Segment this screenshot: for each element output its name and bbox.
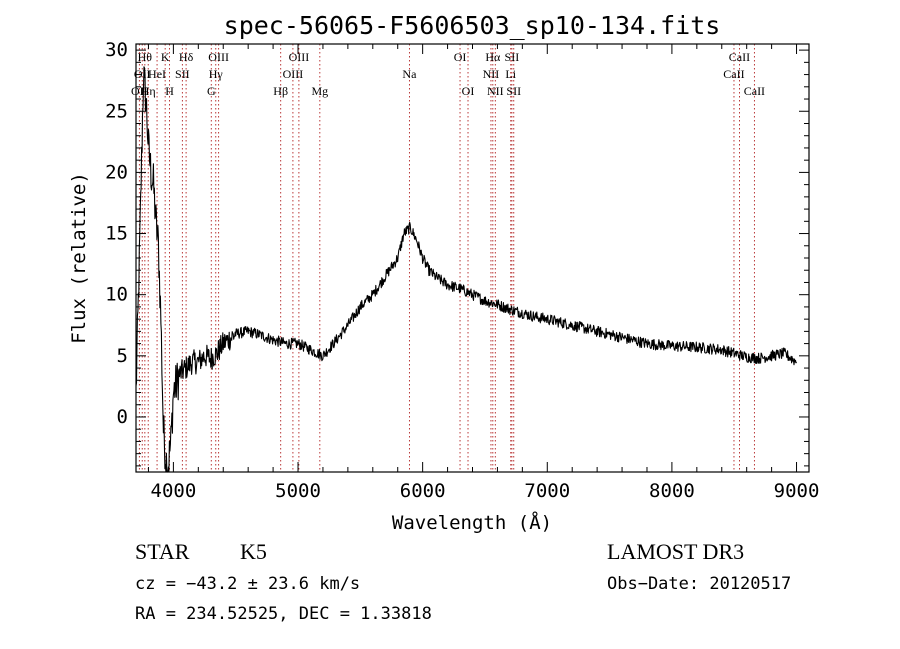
line-label: OIII	[289, 50, 310, 64]
line-label: Hη	[141, 84, 156, 98]
observation-date: Obs−Date: 20120517	[607, 574, 791, 594]
survey-name: LAMOST DR3	[607, 539, 744, 564]
x-axis-label: Wavelength (Å)	[392, 511, 552, 534]
emission-line-markers	[138, 44, 755, 472]
y-tick-label: 15	[105, 223, 128, 245]
y-axis-label: Flux (relative)	[68, 172, 90, 344]
line-label: G	[207, 84, 216, 98]
y-tick-label: 0	[117, 406, 128, 428]
x-tick-label: 8000	[649, 480, 695, 502]
y-tick-label: 5	[117, 345, 128, 367]
line-label: CaII	[723, 67, 744, 81]
line-label: H	[165, 84, 174, 98]
line-label: SII	[506, 84, 521, 98]
x-axis-ticks: 4000 5000 6000 7000 8000 9000	[147, 44, 820, 502]
line-label: SII	[505, 50, 520, 64]
line-label: OII	[134, 67, 151, 81]
line-label: Hθ	[138, 50, 153, 64]
object-class: STAR	[135, 539, 190, 564]
x-tick-label: 6000	[400, 480, 446, 502]
line-label: NII	[483, 67, 500, 81]
line-label: Hβ	[273, 84, 288, 98]
line-label: Na	[402, 67, 417, 81]
y-tick-label: 30	[105, 39, 128, 61]
x-tick-label: 4000	[151, 480, 197, 502]
line-label: Mg	[311, 84, 328, 98]
line-label: OI	[462, 84, 475, 98]
line-label: Hδ	[179, 50, 194, 64]
chart-title: spec-56065-F5606503_sp10-134.fits	[224, 11, 721, 40]
line-label: CaII	[729, 50, 750, 64]
line-label: NII	[487, 84, 504, 98]
line-label: SII	[175, 67, 190, 81]
line-label: K	[161, 50, 170, 64]
line-label: Hγ	[209, 67, 224, 81]
line-label: OIII	[208, 50, 229, 64]
line-label: OII	[131, 84, 148, 98]
line-label: Li	[505, 67, 516, 81]
plot-frame	[135, 43, 810, 473]
line-label: OIII	[283, 67, 304, 81]
redshift-cz: cz = −43.2 ± 23.6 km/s	[135, 574, 360, 594]
y-tick-label: 25	[105, 100, 128, 122]
x-tick-label: 7000	[524, 480, 570, 502]
line-label: OI	[454, 50, 467, 64]
x-tick-label: 9000	[774, 480, 820, 502]
ra-dec: RA = 234.52525, DEC = 1.33818	[135, 604, 432, 624]
line-labels: OIIOIIHθHηHeIKHSIIHδGHγOIIIHβOIIIOIIIMgN…	[131, 50, 765, 98]
object-subclass: K5	[240, 539, 267, 564]
line-label: CaII	[744, 84, 765, 98]
y-tick-label: 20	[105, 161, 128, 183]
y-tick-label: 10	[105, 284, 128, 306]
spectrum-line-0	[135, 66, 797, 473]
line-label: HeI	[148, 67, 166, 81]
line-label: Hα	[485, 50, 501, 64]
y-axis-ticks: 0 5 10 15 20 25 30	[105, 39, 809, 467]
x-tick-label: 5000	[275, 480, 321, 502]
spectrum-series	[135, 66, 797, 473]
